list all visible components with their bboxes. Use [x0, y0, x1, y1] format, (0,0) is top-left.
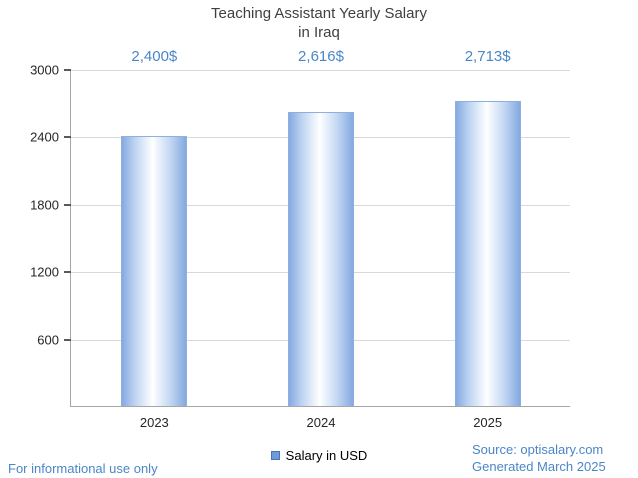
y-tick-mark — [64, 203, 71, 206]
bar-value-label: 2,616$ — [298, 48, 344, 65]
gridline — [71, 70, 570, 71]
y-tick-label: 3000 — [30, 62, 59, 78]
y-tick-mark — [64, 69, 71, 71]
y-tick-mark — [64, 271, 71, 274]
source-text: Source: optisalary.com — [472, 442, 604, 457]
source-block: Source: optisalary.com Generated March 2… — [472, 442, 606, 476]
chart-title-line2: in Iraq — [298, 23, 340, 41]
generated-text: Generated March 2025 — [472, 458, 606, 474]
chart-title-line1: Teaching Assistant Yearly Salary — [211, 5, 427, 22]
y-tick-label: 2400 — [30, 129, 59, 145]
bar — [121, 136, 188, 406]
chart-title: Teaching Assistant Yearly Salary in Iraq — [0, 5, 638, 43]
x-axis-label: 2023 — [139, 415, 169, 430]
bar — [454, 101, 521, 406]
y-tick-mark — [64, 136, 71, 139]
legend-swatch-icon — [270, 451, 280, 460]
bar-value-label: 2,400$ — [131, 48, 178, 65]
y-tick-mark — [64, 338, 71, 341]
bar — [288, 112, 354, 406]
plot-area: 600 1200 1800 2400 3000 2,400$ 2023 2,616$ 2024 2… — [30, 48, 570, 430]
legend: Salary in USD — [0, 448, 638, 463]
y-tick-label: 1800 — [30, 197, 59, 213]
y-tick-label: 600 — [37, 332, 59, 348]
bar-value-label: 2,713$ — [464, 48, 511, 65]
x-axis-label: 2025 — [473, 415, 503, 430]
y-tick-label: 1200 — [30, 264, 59, 280]
legend-label: Salary in USD — [285, 448, 368, 463]
x-axis-label: 2024 — [306, 415, 336, 430]
disclaimer-text: For informational use only — [8, 461, 158, 476]
